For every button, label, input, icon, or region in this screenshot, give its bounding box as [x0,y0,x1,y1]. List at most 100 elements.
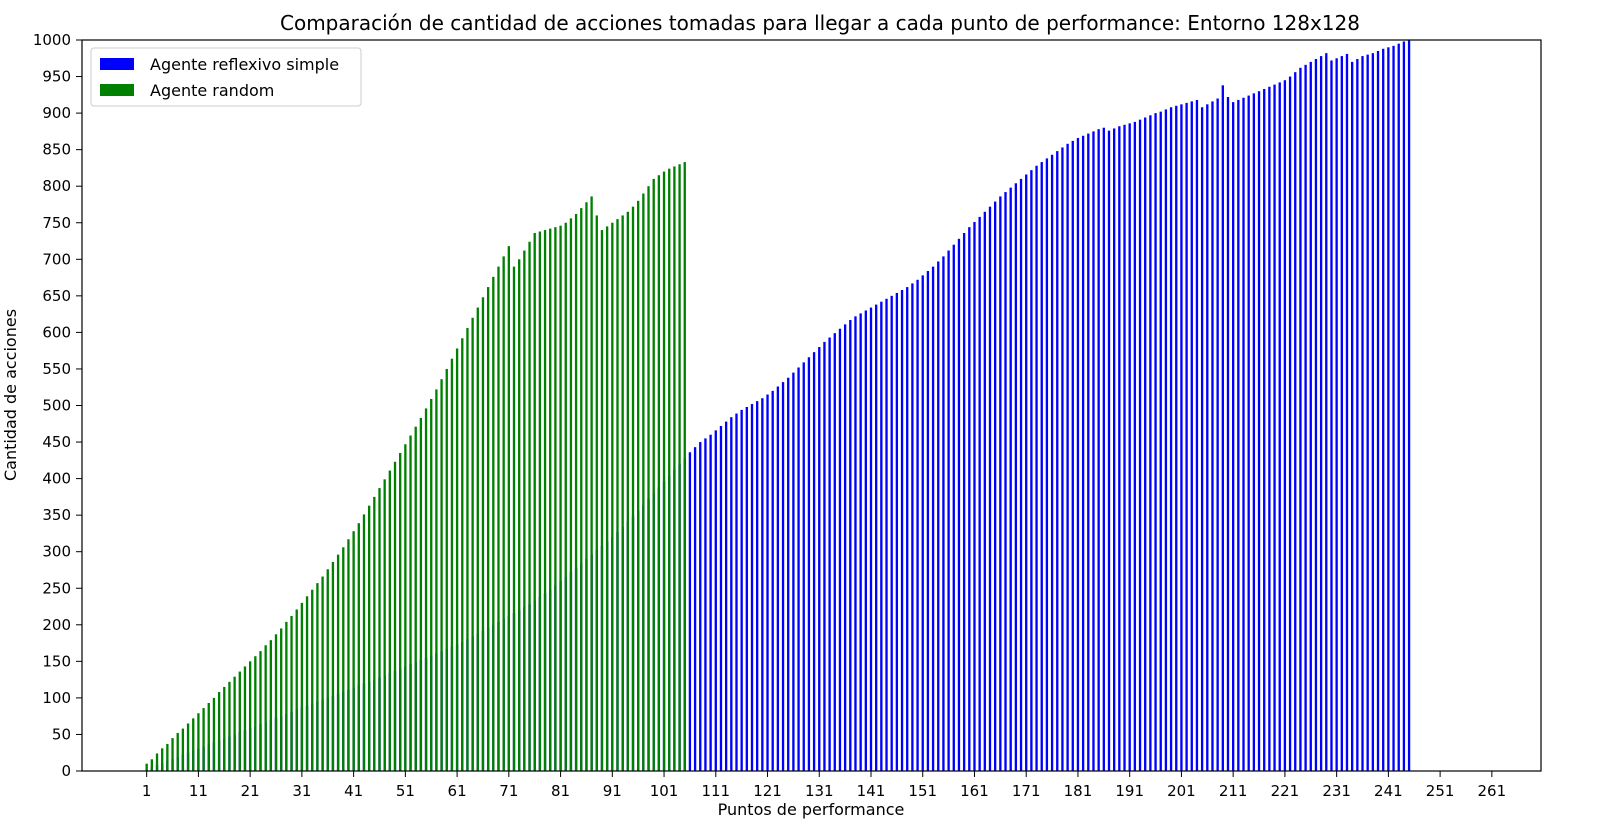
bar-reflexivo-131 [818,347,821,771]
x-tick-label: 151 [908,782,937,800]
bar-random-82 [564,222,567,771]
bar-random-51 [404,444,407,771]
bar-random-99 [652,178,655,771]
y-tick-label: 850 [42,141,71,159]
y-tick-label: 550 [42,360,71,378]
bar-reflexivo-193 [1138,119,1142,772]
bar-random-71 [507,246,510,771]
bar-reflexivo-217 [1263,88,1266,772]
y-tick-label: 150 [42,652,71,670]
bar-random-101 [662,171,666,771]
bar-random-48 [388,470,391,771]
bar-reflexivo-188 [1113,128,1116,771]
bar-reflexivo-106 [688,452,692,771]
bar-reflexivo-158 [957,238,961,771]
bar-reflexivo-127 [797,367,800,771]
y-tick-label: 950 [42,68,71,86]
x-tick-label: 51 [396,782,415,800]
legend-label-random: Agente random [150,81,274,100]
bar-reflexivo-180 [1071,140,1074,771]
x-tick-label: 231 [1322,782,1351,800]
bar-reflexivo-228 [1319,56,1323,771]
x-tick-label: 241 [1374,782,1403,800]
y-axis-label: Cantidad de acciones [1,309,20,481]
bar-random-103 [673,166,676,771]
bar-reflexivo-218 [1268,86,1271,771]
bar-random-50 [399,453,402,771]
bar-random-74 [523,250,526,771]
x-tick-label: 141 [857,782,886,800]
bar-reflexivo-200 [1175,105,1178,772]
bar-reflexivo-216 [1257,91,1261,772]
bar-random-14 [212,697,216,771]
bar-random-83 [569,218,573,772]
x-tick-label: 221 [1271,782,1300,800]
bar-reflexivo-237 [1366,54,1369,772]
bar-reflexivo-176 [1050,154,1054,771]
bar-random-49 [393,461,397,771]
bar-reflexivo-109 [704,438,707,771]
bar-random-9 [186,723,190,771]
bar-random-28 [285,621,288,771]
bar-reflexivo-129 [807,357,811,771]
bar-random-81 [559,225,562,772]
bar-reflexivo-152 [926,271,930,771]
bar-random-31 [300,602,304,771]
bar-reflexivo-242 [1392,45,1395,772]
bar-random-44 [367,505,371,771]
bar-reflexivo-125 [787,377,790,771]
bar-random-43 [362,514,366,771]
x-tick-label: 211 [1219,782,1248,800]
bar-random-10 [192,718,195,771]
bar-reflexivo-172 [1030,170,1033,771]
bar-reflexivo-138 [854,316,857,771]
x-tick-label: 181 [1064,782,1093,800]
bar-reflexivo-222 [1288,76,1292,772]
bar-reflexivo-137 [849,319,852,771]
bar-reflexivo-167 [1004,192,1007,772]
bar-reflexivo-153 [931,266,935,771]
bar-reflexivo-189 [1118,126,1121,771]
bar-reflexivo-185 [1097,129,1100,771]
bar-reflexivo-229 [1325,53,1328,772]
bar-reflexivo-208 [1216,98,1219,772]
bar-random-65 [476,307,479,771]
x-tick-label: 121 [753,782,782,800]
legend-swatch-random [100,84,134,96]
bar-random-20 [243,666,247,771]
bar-reflexivo-159 [962,232,966,772]
bar-random-37 [331,561,335,771]
bar-random-34 [316,583,319,771]
bar-random-11 [197,713,200,771]
bar-reflexivo-163 [983,211,986,771]
bar-reflexivo-219 [1273,84,1276,772]
bar-random-62 [461,338,464,771]
bar-reflexivo-149 [911,283,914,771]
bar-reflexivo-201 [1180,104,1183,771]
bar-reflexivo-120 [761,398,764,771]
bar-reflexivo-245 [1407,40,1411,771]
bar-random-87 [590,196,593,771]
bar-random-19 [238,671,241,771]
x-tick-label: 111 [701,782,730,800]
bar-reflexivo-203 [1190,101,1193,771]
legend-box [90,47,362,107]
bar-random-84 [574,213,578,772]
bar-reflexivo-206 [1206,104,1209,771]
bar-reflexivo-162 [978,216,981,771]
bar-random-75 [528,241,531,771]
y-tick-label: 350 [42,506,71,524]
bar-reflexivo-150 [916,279,919,771]
x-tick-label: 91 [603,782,622,800]
bar-random-64 [471,317,474,771]
bar-reflexivo-235 [1356,59,1359,771]
x-tick-label: 31 [292,782,311,800]
bar-reflexivo-144 [885,298,888,771]
bar-random-8 [181,728,185,771]
bar-random-3 [155,753,159,771]
bar-reflexivo-166 [999,196,1002,771]
bar-reflexivo-124 [781,382,785,771]
bar-reflexivo-173 [1035,165,1038,772]
bar-random-18 [233,676,236,771]
bar-reflexivo-114 [730,417,733,771]
